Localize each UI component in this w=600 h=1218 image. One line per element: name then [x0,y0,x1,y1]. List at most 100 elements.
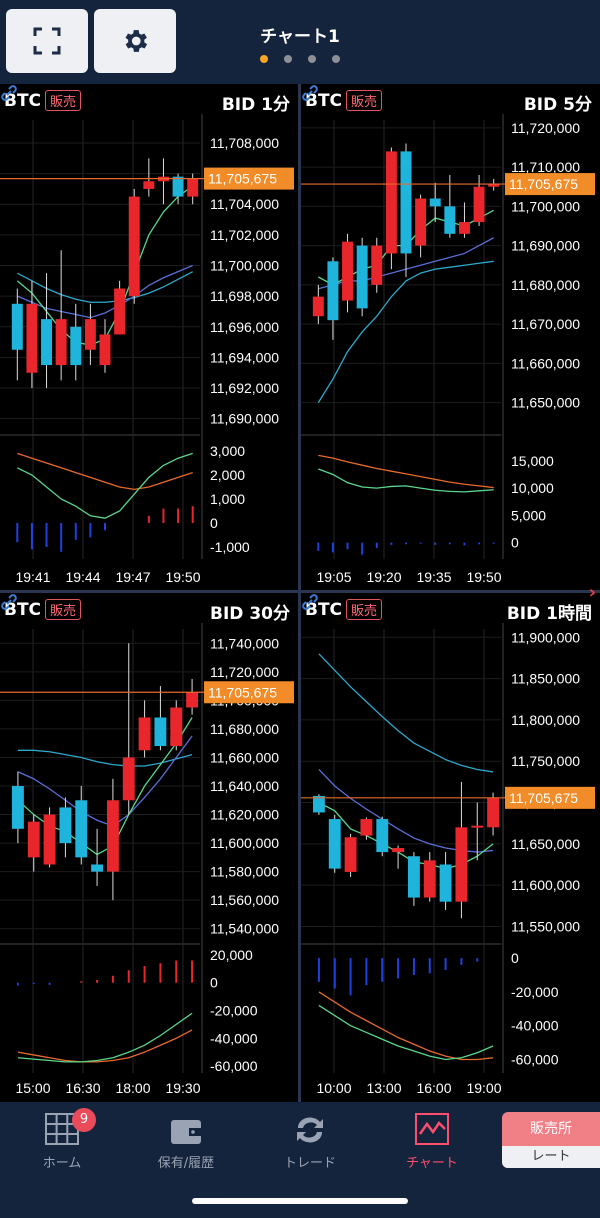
timeframe-label[interactable]: BID 1時間 [506,604,592,624]
nav-chart[interactable]: チャート [382,1110,482,1171]
osc-tick-label: 20,000 [210,947,253,963]
oscillator-signal-line [318,454,494,489]
notification-badge: 9 [72,1108,96,1132]
y-tick-label: 11,704,000 [210,196,279,212]
panel-divider-vertical [298,84,301,1102]
nav-home[interactable]: 9 ホーム [12,1108,112,1171]
candle-body [143,181,155,189]
nav-label: トレード [283,1156,336,1171]
chart-canvas[interactable]: 15:00 16:30 18:00 19:30 11,740,000 11,720,000… [0,593,298,1102]
chevron-right-icon[interactable]: › [588,582,596,603]
osc-tick-label: 0 [511,950,519,966]
candle-body [99,334,111,366]
ma-mid-line [17,264,193,319]
chart-canvas[interactable]: 19:05 19:20 19:35 19:50 11,720,000 11,710,000… [301,84,600,590]
y-tick-label: 11,560,000 [210,892,279,908]
candle-body [376,819,389,853]
osc-tick-label: 1,000 [210,491,245,507]
price-tag [204,681,294,704]
osc-tick-label: -40,000 [210,1030,258,1046]
y-tick-label: 11,600,000 [210,835,279,851]
link-icon[interactable] [0,84,18,102]
chart-panel-1min[interactable]: 19:4119:4419:4719:5011,708,00011,706,000… [0,84,298,590]
link-icon[interactable] [301,593,319,611]
x-tick-label: 10:00 [316,1080,351,1096]
osc-tick-label: 10,000 [511,480,554,496]
candle-body [312,296,324,317]
page-dot-1[interactable] [260,55,268,63]
candle-body [327,261,339,321]
fullscreen-button[interactable] [6,9,88,73]
sales-label: 販売所 [530,1121,572,1137]
chart-panel-1hour[interactable]: 10:00 13:00 16:00 19:00 11,900,000 11,850,000… [301,593,600,1102]
timeframe-label[interactable]: BID 1分 [221,95,290,115]
y-tick-label: 11,690,000 [511,238,580,254]
candle-body [458,222,470,234]
ma-slow-line [317,260,494,403]
candle-body [356,245,368,309]
sales-rate-button[interactable]: 販売所 レート [502,1112,600,1168]
chart-canvas[interactable]: 19:4119:4419:4719:5011,708,00011,706,000… [0,84,298,590]
y-tick-label: 11,670,000 [511,316,580,332]
y-tick-label: 11,696,000 [210,319,279,335]
price-tag-label: 11,705,675 [208,684,277,700]
y-tick-label: 11,550,000 [511,918,580,934]
candle-body [128,196,140,297]
chart-canvas[interactable]: 10:00 13:00 16:00 19:00 11,900,000 11,850,000… [301,593,600,1102]
x-tick-label: 15:00 [15,1080,50,1096]
candle-body [312,795,325,813]
x-tick-label: 19:50 [466,569,501,585]
page-dot-2[interactable] [284,55,292,63]
candle-body [423,860,436,898]
rate-label: レート [502,1146,600,1168]
price-tag [204,167,294,190]
settings-button[interactable] [94,9,176,73]
candle-body [473,186,485,223]
home-indicator[interactable] [192,1198,408,1204]
candle-body [122,757,135,801]
chart-panel-5min[interactable]: 19:05 19:20 19:35 19:50 11,720,000 11,710,000… [301,84,600,590]
page-indicator[interactable] [260,55,340,63]
timeframe-label[interactable]: BID 30分 [210,604,290,624]
x-tick-label: 13:00 [366,1080,401,1096]
osc-tick-label: 5,000 [511,507,546,523]
symbol-label: BTC [305,90,343,111]
price-tag [505,786,595,809]
osc-tick-label: 15,000 [511,453,554,469]
link-icon[interactable] [301,84,319,102]
sell-badge: 販売 [346,599,383,620]
page-dot-4[interactable] [332,55,340,63]
candle-body [371,245,383,285]
symbol-label: BTC [305,599,343,620]
candle-body [328,819,341,869]
y-tick-label: 11,600,000 [511,877,580,893]
x-tick-label: 19:41 [15,569,50,585]
candle-body [344,837,357,872]
candle-body [342,241,354,301]
sell-badge: 販売 [45,90,82,111]
osc-tick-label: -60,000 [511,1051,559,1067]
x-tick-label: 19:00 [466,1080,501,1096]
candle-body [392,847,405,853]
top-bar: チャート1 [0,0,600,84]
y-tick-label: 11,900,000 [511,629,580,645]
y-tick-label: 11,680,000 [210,721,279,737]
price-tag-label: 11,705,675 [509,790,578,806]
page-dot-3[interactable] [308,55,316,63]
candle-body [444,206,456,234]
osc-tick-label: 0 [511,535,519,551]
timeframe-label[interactable]: BID 5分 [523,95,592,115]
candle-body [41,319,53,366]
oscillator-main-line [318,468,494,493]
candle-body [471,825,484,828]
trade-cycle-icon [297,1117,323,1143]
nav-trade[interactable]: トレード [260,1110,360,1171]
page-title: チャート1 [260,27,340,47]
candle-body [154,717,167,747]
nav-label: 保有/履歴 [157,1156,215,1171]
fullscreen-icon [33,27,61,55]
nav-holdings[interactable]: 保有/履歴 [136,1110,236,1171]
osc-tick-label: 2,000 [210,467,245,483]
link-icon[interactable] [0,593,18,611]
chart-panel-30min[interactable]: 15:00 16:30 18:00 19:30 11,740,000 11,720,000… [0,593,298,1102]
